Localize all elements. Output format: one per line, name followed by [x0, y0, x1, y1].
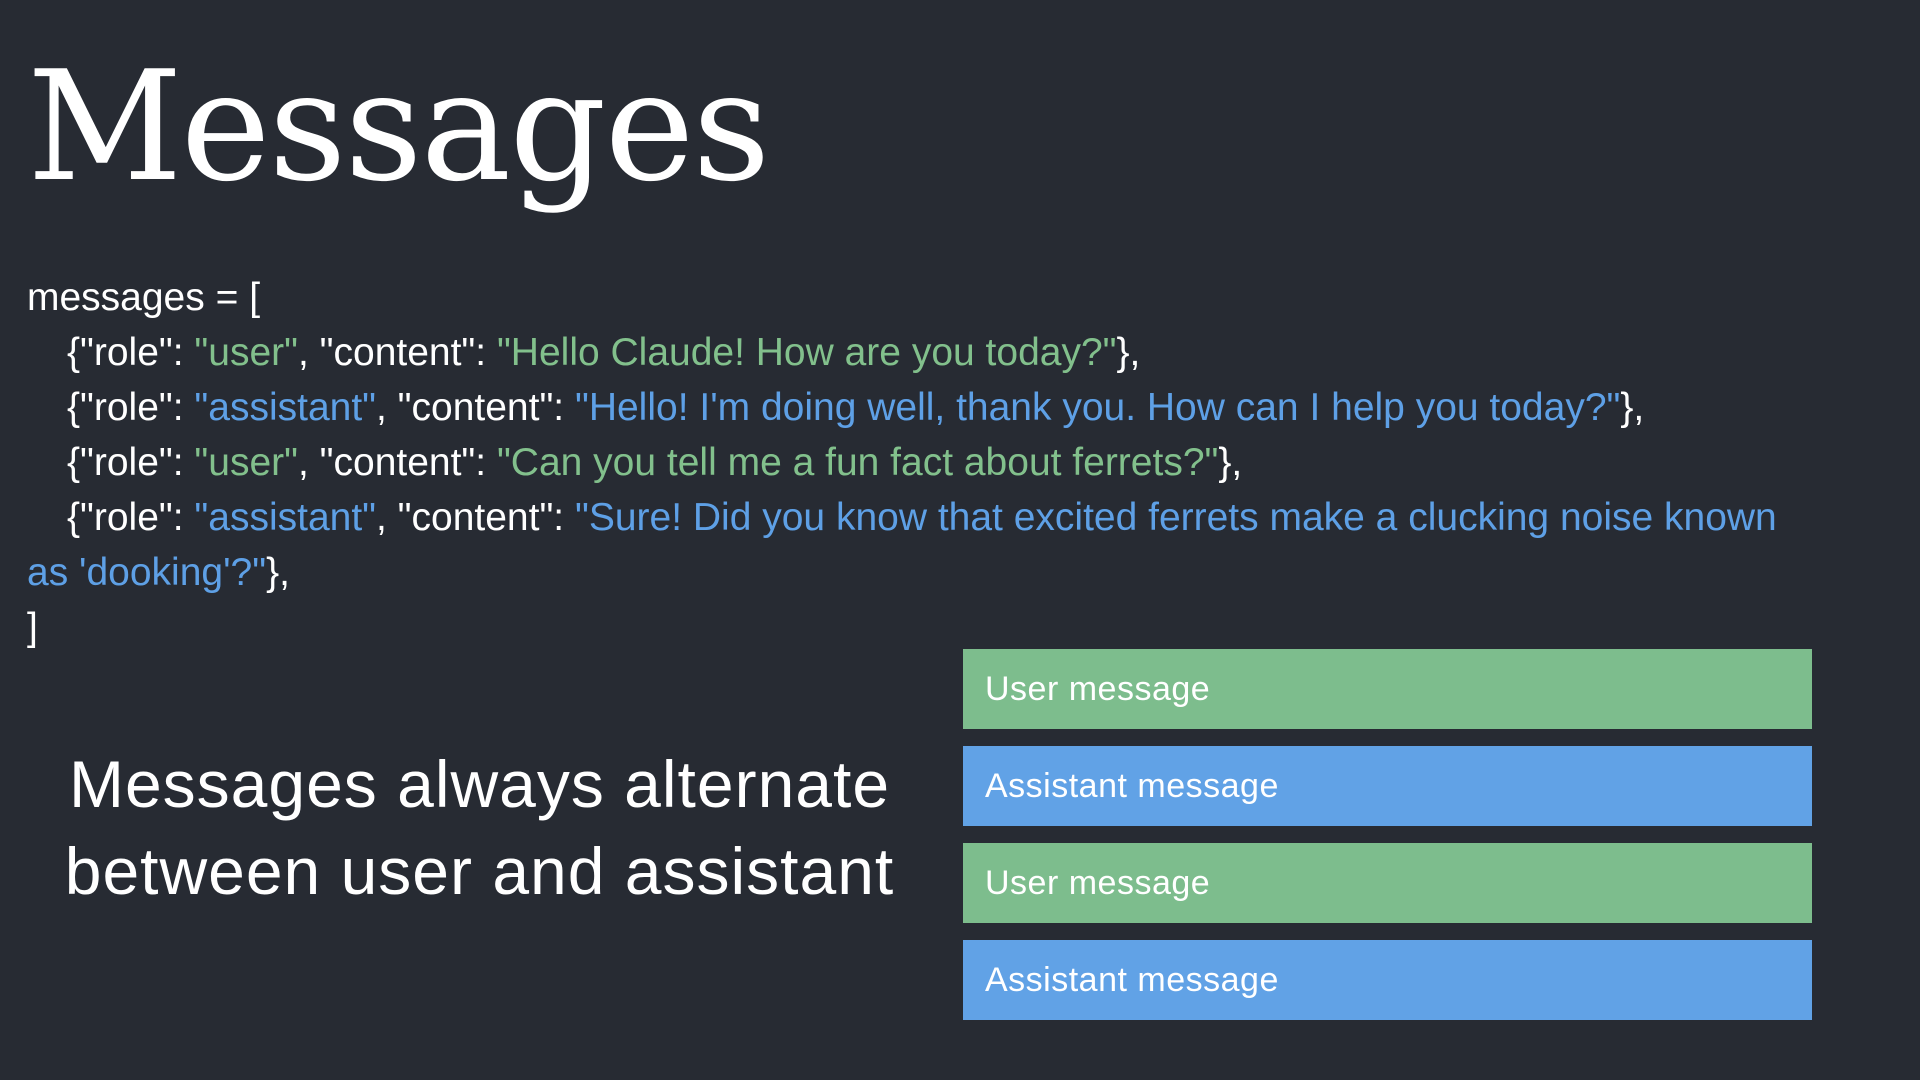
code-content-key: , "content": — [376, 386, 575, 429]
code-content-value: "Can you tell me a fun fact about ferret… — [496, 441, 1219, 484]
code-message-line: {"role": "assistant", "content": "Sure! … — [27, 490, 1797, 600]
code-line-end: }, — [1620, 386, 1645, 429]
caption-line: between user and assistant — [64, 834, 895, 908]
assistant-message-bar: Assistant message — [963, 940, 1812, 1020]
code-content-value: "Hello Claude! How are you today?" — [496, 331, 1117, 374]
code-line-end: }, — [1218, 441, 1243, 484]
code-content-value: "Hello! I'm doing well, thank you. How c… — [574, 386, 1621, 429]
code-line-end: }, — [1116, 331, 1141, 374]
user-message-bar: User message — [963, 843, 1812, 923]
code-role-value: "assistant" — [194, 386, 377, 429]
code-role-key: {"role": — [67, 331, 195, 374]
message-alternation-diagram: User message Assistant message User mess… — [963, 649, 1812, 1037]
code-block: messages = [ {"role": "user", "content":… — [27, 270, 1897, 655]
code-role-value: "user" — [194, 331, 298, 374]
caption: Messages always alternate between user a… — [27, 741, 932, 915]
code-content-key: , "content": — [297, 441, 497, 484]
slide-title: Messages — [27, 38, 770, 215]
code-close-line: ] — [27, 606, 38, 649]
code-content-key: , "content": — [297, 331, 497, 374]
code-content-key: , "content": — [376, 496, 575, 539]
user-message-bar: User message — [963, 649, 1812, 729]
code-role-key: {"role": — [67, 441, 195, 484]
code-message-line: {"role": "assistant", "content": "Hello!… — [27, 380, 1897, 435]
caption-line: Messages always alternate — [68, 747, 891, 821]
assistant-message-bar: Assistant message — [963, 746, 1812, 826]
code-open-line: messages = [ — [27, 276, 261, 319]
code-role-key: {"role": — [67, 386, 195, 429]
code-role-key: {"role": — [67, 496, 195, 539]
code-content-value: "Sure! Did you know that excited ferrets… — [27, 496, 1777, 594]
code-message-line: {"role": "user", "content": "Can you tel… — [27, 435, 1897, 490]
code-line-end: }, — [266, 551, 290, 594]
code-role-value: "assistant" — [194, 496, 377, 539]
code-role-value: "user" — [194, 441, 298, 484]
code-message-line: {"role": "user", "content": "Hello Claud… — [27, 325, 1897, 380]
